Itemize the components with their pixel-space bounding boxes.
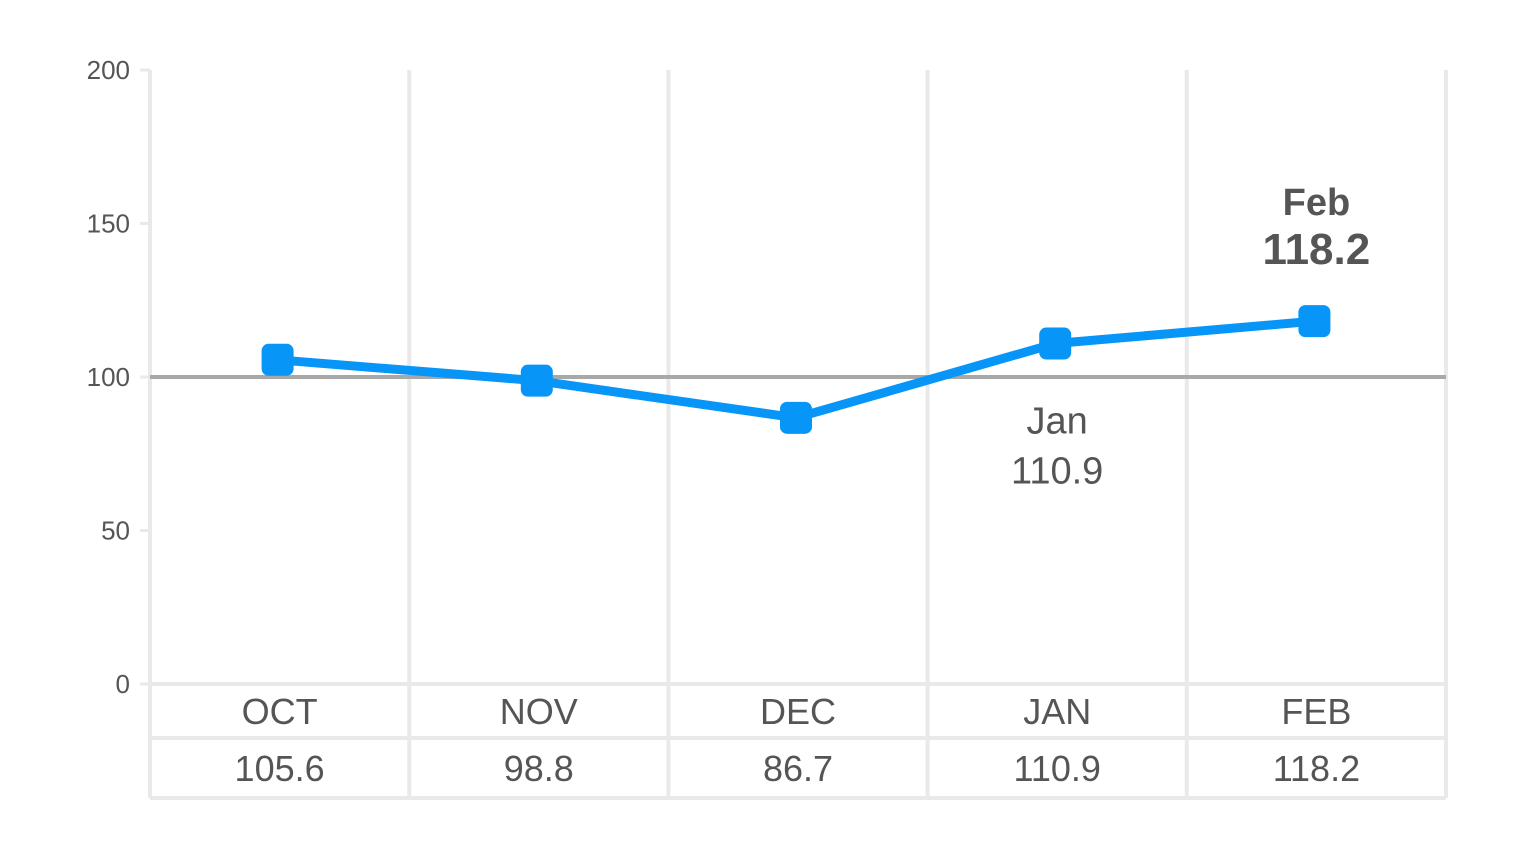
- annotation-month: Jan: [1027, 401, 1088, 443]
- data-value-label: 110.9: [1013, 748, 1100, 789]
- data-point-marker: [261, 343, 294, 376]
- data-point-marker: [780, 401, 812, 434]
- data-table: OCT 105.6 NOV 98.8 DEC 86.7 JAN 110.9 FEB 118.2: [235, 691, 1361, 789]
- annotation-month: Feb: [1283, 182, 1351, 224]
- y-tick-label: 50: [101, 516, 130, 546]
- x-category-label: OCT: [242, 691, 318, 732]
- grid-layer: [148, 70, 1448, 800]
- y-tick-label: 0: [116, 669, 130, 699]
- series-layer: [261, 305, 1331, 434]
- data-value-label: 86.7: [763, 748, 833, 789]
- y-tick-label: 150: [87, 209, 130, 239]
- data-value-label: 105.6: [235, 748, 325, 789]
- data-value-label: 98.8: [504, 748, 574, 789]
- x-category-label: JAN: [1023, 691, 1091, 732]
- annotation-value: 110.9: [1011, 451, 1103, 493]
- x-category-label: FEB: [1281, 691, 1351, 732]
- data-point-marker: [1298, 305, 1331, 338]
- y-axis: 0 50 100 150 200: [87, 55, 150, 699]
- y-tick-label: 100: [87, 362, 130, 392]
- x-category-label: DEC: [760, 691, 836, 732]
- x-category-label: NOV: [500, 691, 578, 732]
- data-point-marker: [1039, 327, 1072, 360]
- y-tick-label: 200: [87, 55, 130, 85]
- annotation-value: 118.2: [1263, 225, 1371, 274]
- data-point-marker: [520, 364, 553, 397]
- data-value-label: 118.2: [1273, 748, 1360, 789]
